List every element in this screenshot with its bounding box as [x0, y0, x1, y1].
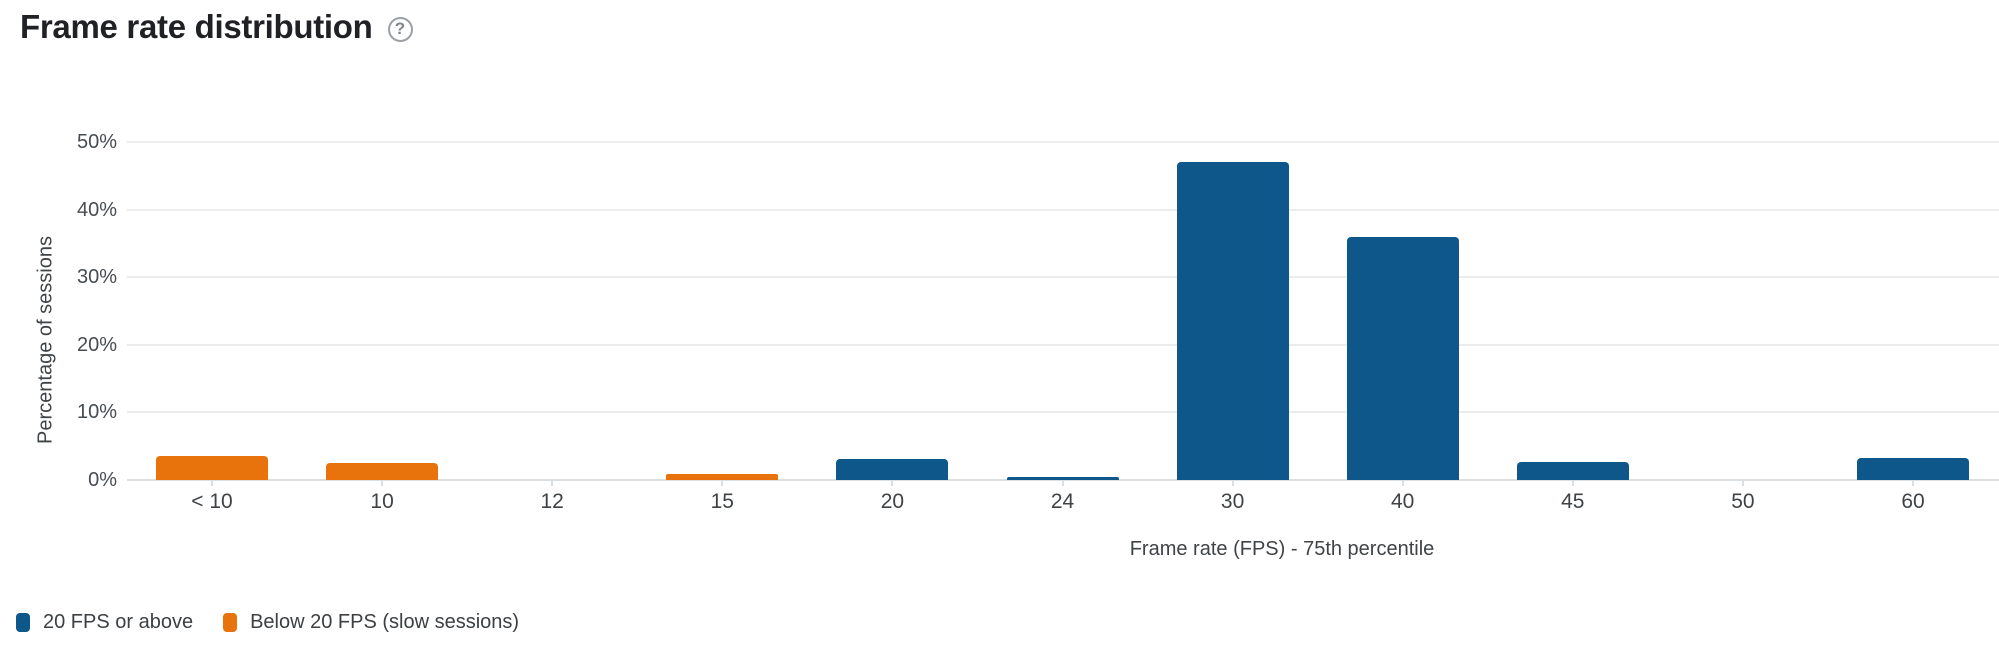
- x-tick-label: 30: [1220, 490, 1245, 513]
- x-tick-mark: [721, 480, 724, 486]
- x-tick-label: 15: [710, 490, 734, 513]
- legend-label-slow: Below 20 FPS (slow sessions): [250, 611, 520, 633]
- help-icon-glyph: ?: [394, 19, 406, 38]
- y-tick-label: 20%: [76, 333, 117, 356]
- bar-15[interactable]: [666, 473, 779, 480]
- bar-24[interactable]: [1006, 476, 1119, 480]
- x-tick-mark: [211, 480, 213, 486]
- x-tick-label: 10: [370, 490, 394, 513]
- bar-45[interactable]: [1516, 461, 1629, 480]
- x-tick-label: 12: [540, 490, 564, 513]
- chart-legend: 20 FPS or above Below 20 FPS (slow sessi…: [16, 610, 519, 634]
- x-tick-mark: [1401, 480, 1404, 486]
- x-tick-mark: [1571, 480, 1574, 486]
- bar-60[interactable]: [1857, 457, 1969, 480]
- y-tick-label: 40%: [76, 198, 117, 221]
- gridline-10%: [127, 411, 1999, 414]
- legend-swatch-fast-icon: [16, 612, 30, 632]
- help-icon[interactable]: ?: [387, 16, 413, 42]
- legend-item-slow[interactable]: Below 20 FPS (slow sessions): [223, 610, 519, 634]
- x-axis-title: Frame rate (FPS) - 75th percentile: [1129, 538, 1435, 560]
- legend-label-fast: 20 FPS or above: [43, 611, 194, 633]
- x-tick-label: 40: [1391, 490, 1415, 513]
- x-tick-mark: [381, 480, 384, 486]
- bar-40[interactable]: [1346, 236, 1459, 480]
- x-tick-mark: [1061, 480, 1064, 486]
- x-tick-mark: [1741, 480, 1744, 486]
- legend-swatch-slow-icon: [223, 612, 238, 632]
- x-tick-mark: [551, 480, 554, 486]
- x-tick-label: 45: [1561, 490, 1585, 513]
- y-tick-label: 0%: [88, 469, 117, 491]
- gridline-20%: [127, 343, 1999, 346]
- bar-10[interactable]: [326, 463, 439, 480]
- x-tick-label: 20: [880, 490, 905, 513]
- bar-<10[interactable]: [156, 456, 268, 480]
- bar-20[interactable]: [836, 459, 949, 480]
- x-tick-label: < 10: [191, 490, 233, 513]
- x-tick-label: 60: [1901, 490, 1925, 513]
- bar-30[interactable]: [1176, 162, 1289, 480]
- chart-header: Frame rate distribution ?: [20, 8, 413, 46]
- gridline-40%: [127, 208, 1999, 211]
- x-tick-label: 50: [1731, 490, 1755, 513]
- x-tick-mark: [1912, 480, 1914, 486]
- gridline-30%: [127, 276, 1999, 279]
- x-tick-label: 24: [1050, 490, 1075, 513]
- legend-item-fast[interactable]: 20 FPS or above: [16, 610, 193, 634]
- y-tick-label: 10%: [76, 401, 117, 424]
- x-tick-mark: [891, 480, 894, 486]
- y-tick-label: 50%: [76, 131, 117, 153]
- chart-title: Frame rate distribution: [20, 8, 373, 45]
- y-tick-label: 30%: [76, 266, 117, 289]
- x-tick-mark: [1231, 480, 1234, 486]
- gridline-50%: [127, 141, 1999, 143]
